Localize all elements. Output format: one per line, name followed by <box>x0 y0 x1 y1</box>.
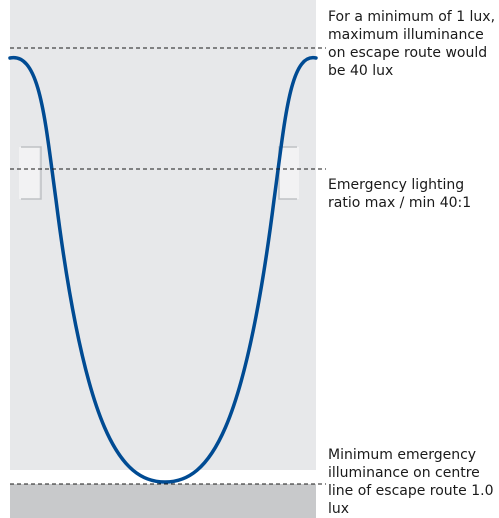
illuminance-curve <box>8 56 318 484</box>
maximum-illuminance-note: For a minimum of 1 lux, maximum illumina… <box>328 9 496 79</box>
emergency-luminaire-left <box>19 146 42 200</box>
minimum-illuminance-note: Minimum emergency illuminance on centre … <box>328 447 494 517</box>
escape-route-floor <box>10 484 316 518</box>
emergency-luminaire-right <box>278 146 299 200</box>
ratio-note: Emergency lighting ratio max / min 40:1 <box>328 177 472 211</box>
